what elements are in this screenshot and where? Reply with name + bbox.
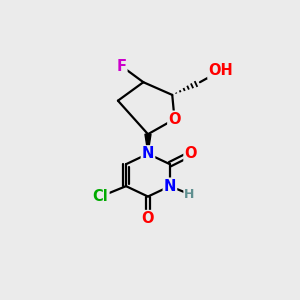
Text: Cl: Cl [93, 189, 109, 204]
Polygon shape [145, 134, 151, 154]
Text: N: N [142, 146, 154, 161]
Text: H: H [184, 188, 195, 201]
Text: OH: OH [208, 63, 233, 78]
Text: N: N [164, 178, 176, 194]
Text: F: F [116, 58, 126, 74]
Text: O: O [184, 146, 197, 161]
Text: O: O [168, 112, 181, 127]
Text: O: O [142, 211, 154, 226]
